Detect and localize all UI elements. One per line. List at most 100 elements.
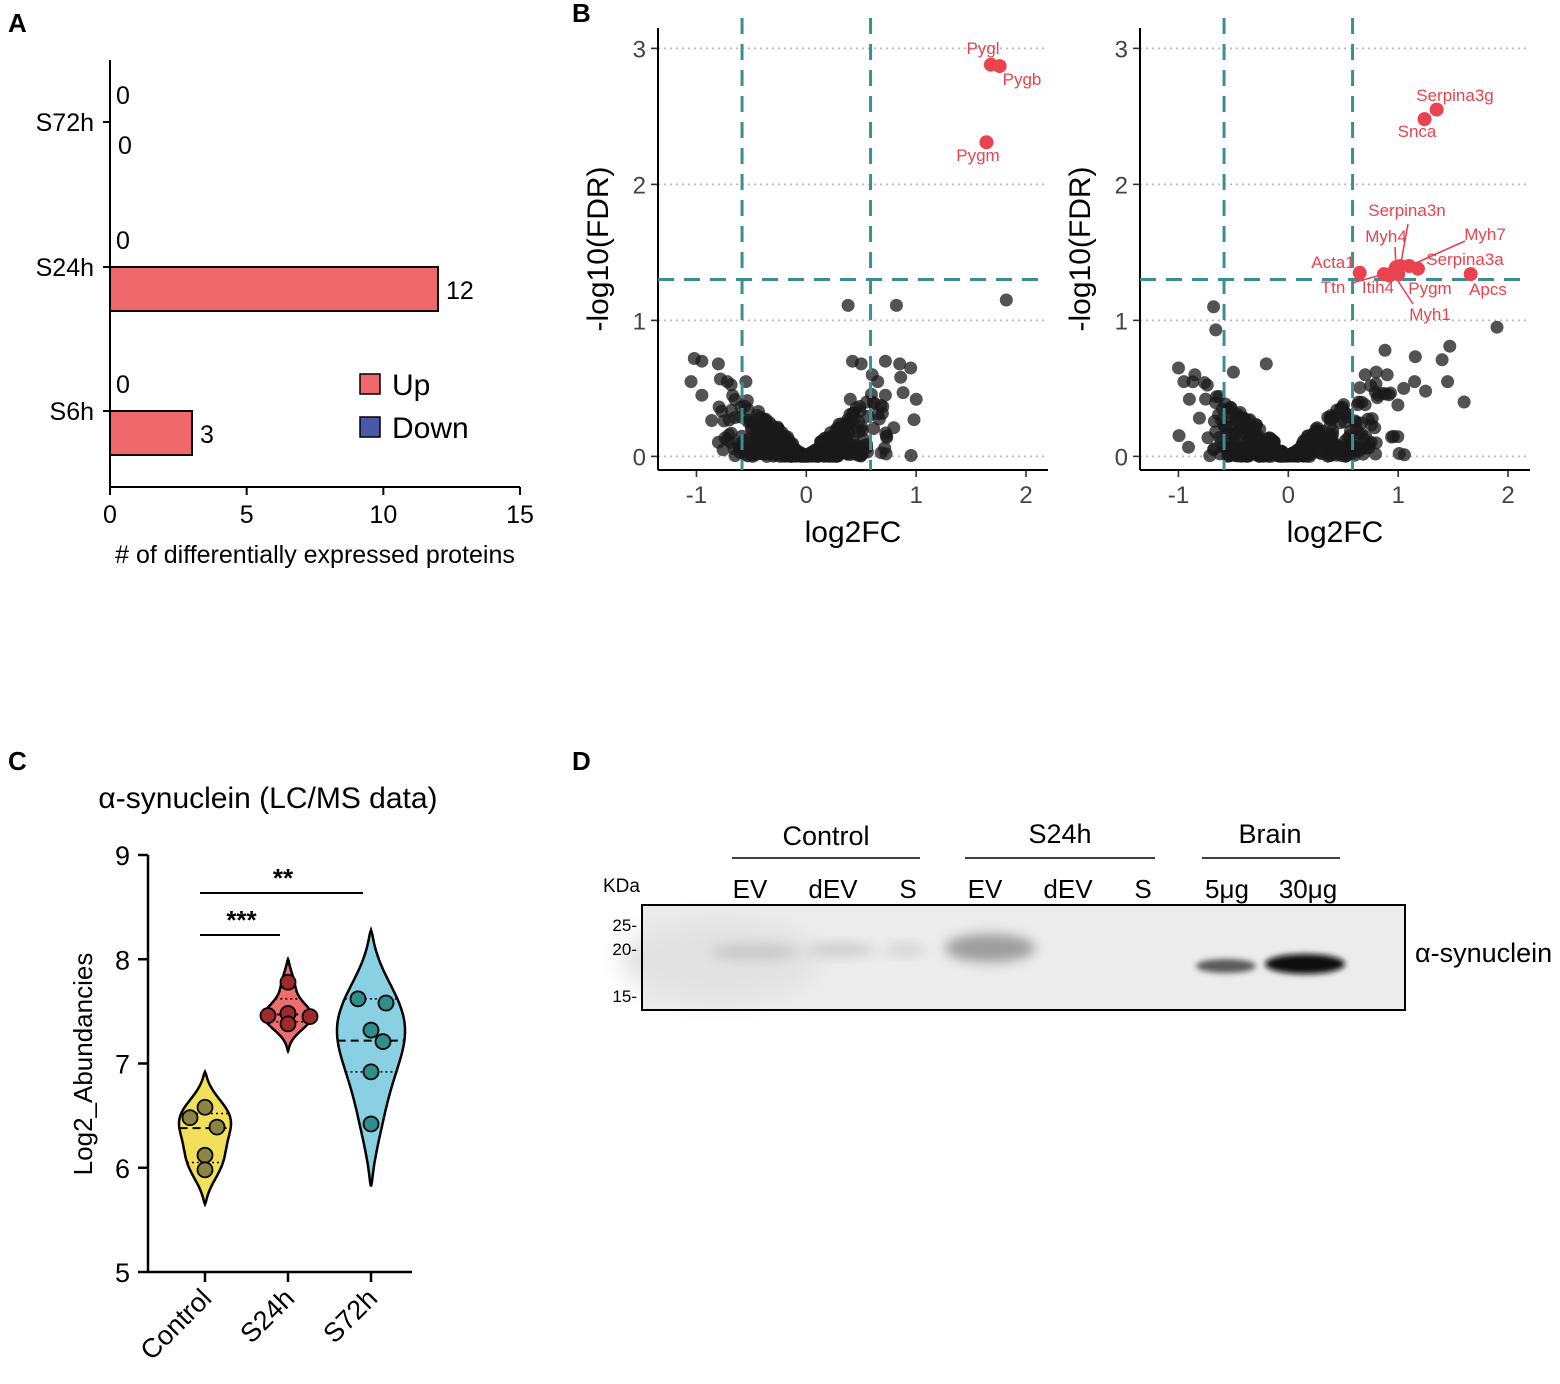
point-label: Serpina3g [1416, 86, 1494, 105]
bar-up [109, 266, 439, 312]
volcano-point [1327, 410, 1341, 423]
volcano-point [843, 392, 857, 406]
x-tick-label: 2 [1501, 482, 1514, 509]
volcano-point [1192, 411, 1206, 425]
bars-a: 0 0 12 0 3 0 [109, 82, 474, 456]
volcano-point [1358, 368, 1372, 382]
violin-control [177, 1068, 233, 1208]
volcano-point [904, 361, 918, 375]
volcano-point [1172, 429, 1186, 443]
significant-point [1410, 261, 1425, 276]
point-label: Itih4 [1362, 278, 1394, 297]
violin-point [362, 1063, 380, 1081]
volcano-point [1177, 375, 1191, 389]
volcano-point [728, 449, 742, 463]
volcano-point [878, 388, 892, 402]
legend-label-up: Up [392, 369, 430, 402]
x-tick-label-c: S24h [234, 1283, 300, 1349]
y-tick-label-a: S24h [36, 254, 94, 282]
volcano-point [1289, 447, 1303, 461]
panel-label-d: D [572, 746, 591, 776]
x-tick-label-a: 10 [369, 501, 397, 529]
legend-swatch-up [359, 373, 381, 395]
volcano-point [1397, 448, 1411, 462]
x-tick-label: -1 [1168, 482, 1189, 509]
blot-band-control-s [885, 944, 925, 956]
volcano-point [904, 449, 918, 462]
volcano-point [907, 413, 921, 427]
volcano-point [711, 435, 725, 449]
point-label: Apcs [1469, 280, 1507, 299]
volcano-point [879, 426, 893, 440]
volcano-point [1209, 390, 1223, 404]
blot-band-control-ev [710, 944, 800, 960]
volcano-point [855, 420, 869, 434]
volcano-point [1226, 365, 1240, 379]
point-label: Pygm [1408, 279, 1451, 298]
significant-point [979, 135, 994, 150]
blot-marker-20: 20- [612, 940, 637, 959]
x-tick-label: -1 [686, 482, 707, 509]
blot-kda-label: KDa [603, 876, 640, 897]
ticks-a: S72h S24h S6h 0 5 10 15 [36, 109, 534, 529]
x-tick-label: 2 [1019, 482, 1032, 509]
bar-value-up: 12 [446, 277, 474, 305]
volcano-point [854, 444, 868, 458]
x-tick-label: 0 [1282, 482, 1295, 509]
blot-smudge [620, 920, 820, 1000]
bar-value-down: 0 [116, 371, 130, 399]
significant-point [1429, 102, 1444, 117]
volcano-point [867, 422, 881, 435]
chart-title-c: α-synuclein (LC/MS data) [98, 782, 437, 815]
volcano-point [773, 449, 787, 463]
violin-point [374, 1033, 392, 1051]
volcano-point [1408, 350, 1422, 364]
volcano-point [999, 293, 1013, 307]
violin-point [208, 1118, 226, 1136]
y-tick-label: 3 [1115, 36, 1128, 63]
volcano-point [831, 439, 845, 453]
blot-band-control-dev [805, 943, 875, 957]
volcano-point [1378, 343, 1392, 357]
volcano-point [1364, 379, 1378, 393]
x-tick-label-c: Control [134, 1283, 217, 1366]
violin-point [259, 1007, 277, 1024]
volcano-point [720, 375, 734, 389]
y-tick-label: 0 [633, 444, 646, 471]
blot-group-s24h: S24h [1028, 819, 1091, 849]
volcano-point [1259, 357, 1273, 371]
volcano-point [1207, 300, 1221, 314]
violin-point [279, 973, 297, 991]
volcano-point [1326, 427, 1340, 441]
volcano-point [695, 354, 709, 368]
y-tick-label-a: S72h [36, 109, 94, 137]
x-axis-label: log2FC [1287, 516, 1384, 549]
blot-group-brain: Brain [1238, 819, 1301, 849]
volcano-point [1233, 406, 1247, 419]
blot-marker-15: 15- [612, 987, 637, 1006]
volcano-point [841, 298, 855, 312]
label-connector [1399, 223, 1409, 267]
volcano-point [1198, 376, 1211, 390]
blot-lane-label: 5μg [1205, 874, 1249, 904]
volcano-point [744, 422, 758, 436]
blot-band-label: α-synuclein [1415, 938, 1552, 968]
x-axis-label: log2FC [805, 516, 902, 549]
blot-marker-25: 25- [612, 916, 637, 935]
volcano-point [785, 448, 799, 462]
panel-label-b: B [572, 0, 591, 28]
violin-point [196, 1146, 214, 1164]
significant-point [1352, 265, 1367, 280]
legend-a: Up Down [359, 369, 469, 445]
volcano-point [751, 433, 765, 447]
volcano-point [1391, 398, 1405, 412]
blot-lane-label: S [899, 874, 916, 904]
volcano-point [1369, 365, 1383, 379]
violin-s72h [335, 925, 407, 1187]
volcano-point [1435, 353, 1449, 367]
volcano-point [871, 375, 885, 389]
volcano-point [1207, 414, 1221, 428]
bar-value-up: 0 [118, 132, 132, 160]
x-tick-label-c: S72h [317, 1283, 383, 1349]
